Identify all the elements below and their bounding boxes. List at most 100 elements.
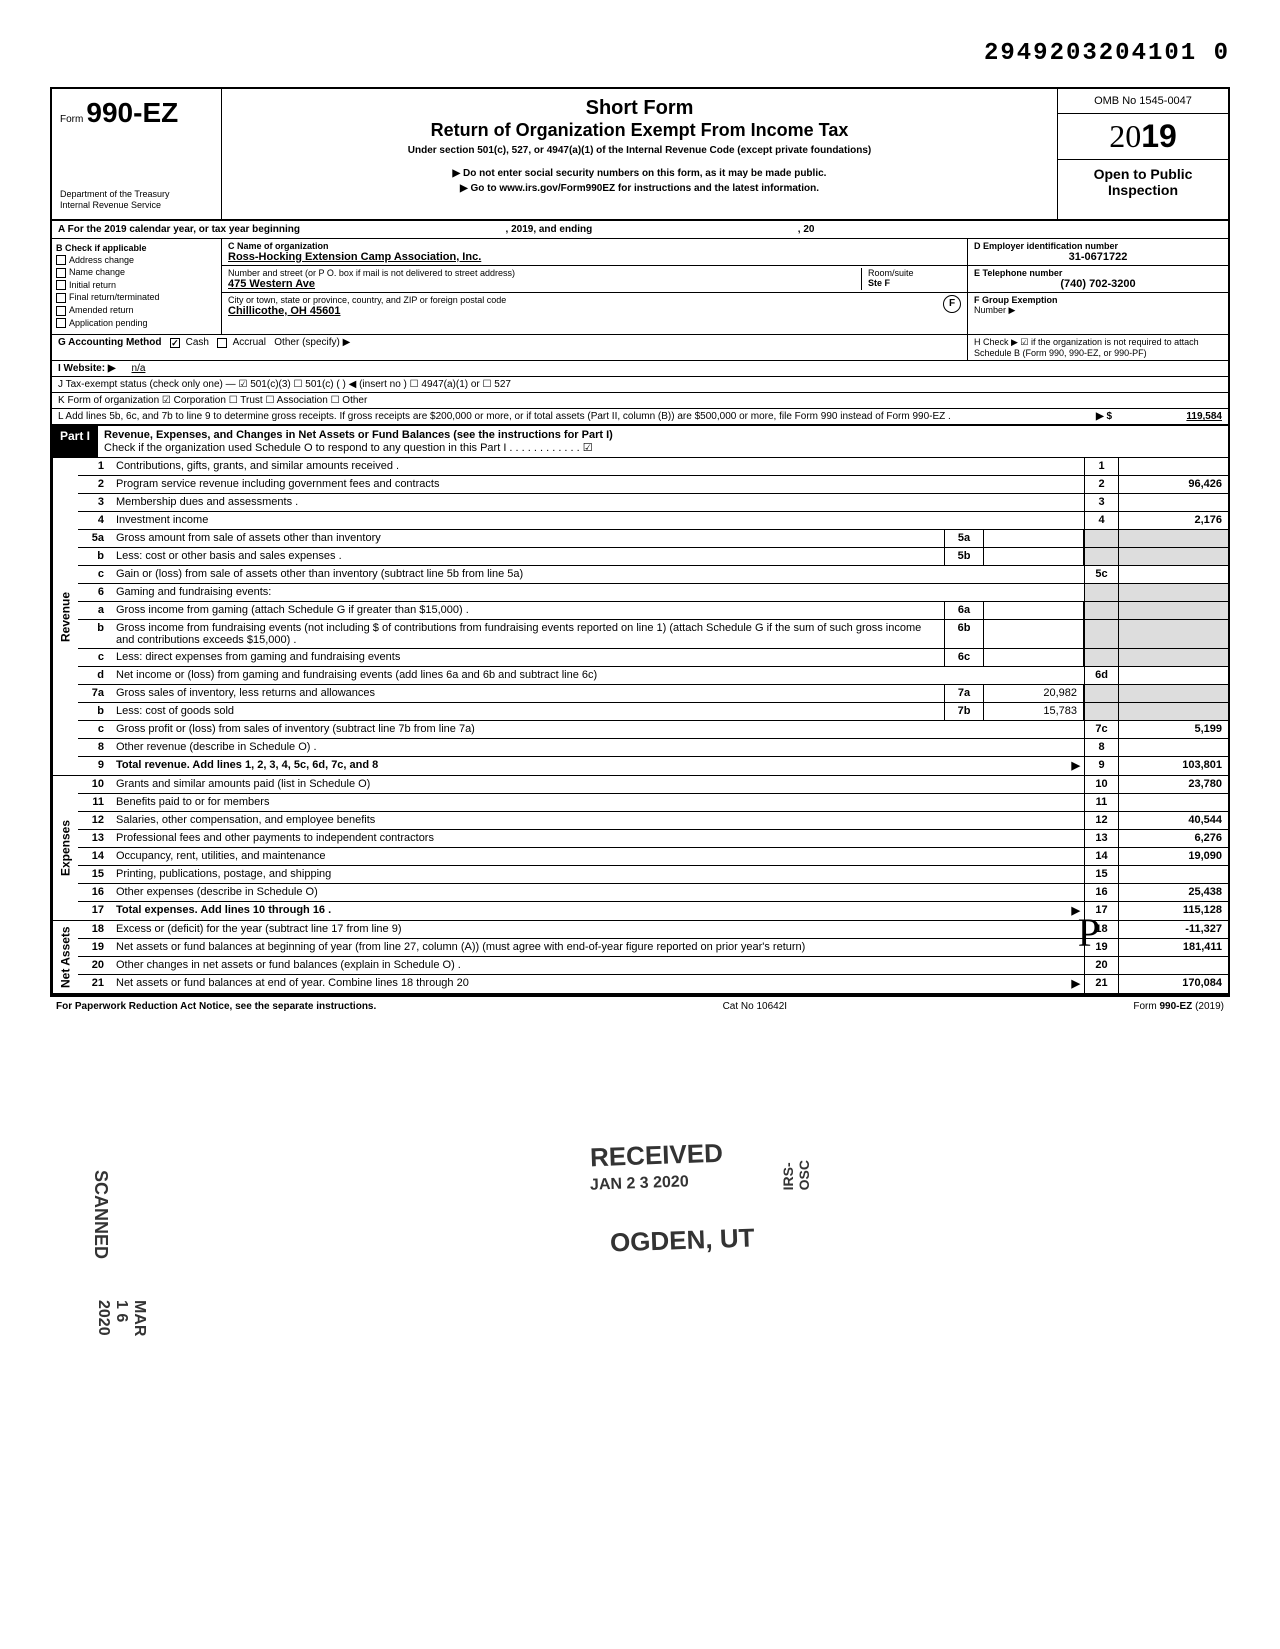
- website-value: n/a: [122, 363, 156, 374]
- note-ssn: ▶ Do not enter social security numbers o…: [230, 168, 1049, 179]
- line-i: I Website: ▶ n/a: [50, 361, 1230, 377]
- line-2-val: 96,426: [1118, 476, 1228, 493]
- line-21-text: Net assets or fund balances at end of ye…: [112, 975, 1084, 993]
- line-20-text: Other changes in net assets or fund bala…: [112, 957, 1084, 974]
- netassets-label: Net Assets: [52, 921, 78, 993]
- line-18-text: Excess or (deficit) for the year (subtra…: [112, 921, 1084, 938]
- line-5c-val: [1118, 566, 1228, 583]
- line-6d-text: Net income or (loss) from gaming and fun…: [112, 667, 1084, 684]
- revenue-label: Revenue: [52, 458, 78, 775]
- ein: 31-0671722: [974, 251, 1222, 263]
- note-url: ▶ Go to www.irs.gov/Form990EZ for instru…: [230, 183, 1049, 194]
- section-a-row: A For the 2019 calendar year, or tax yea…: [50, 221, 1230, 239]
- line-3-text: Membership dues and assessments .: [112, 494, 1084, 511]
- line-12-text: Salaries, other compensation, and employ…: [112, 812, 1084, 829]
- line-8-val: [1118, 739, 1228, 756]
- line-15-val: [1118, 866, 1228, 883]
- check-list: Address change Name change Initial retur…: [56, 255, 217, 329]
- section-d: D Employer identification number 31-0671…: [968, 239, 1228, 335]
- form-id-box: Form 990-EZ Department of the Treasury I…: [52, 89, 222, 219]
- part1-header-row: Part I Revenue, Expenses, and Changes in…: [50, 426, 1230, 458]
- section-c: C Name of organization Ross-Hocking Exte…: [222, 239, 968, 335]
- line-13-text: Professional fees and other payments to …: [112, 830, 1084, 847]
- line-11-text: Benefits paid to or for members: [112, 794, 1084, 811]
- street-address: 475 Western Ave: [228, 278, 861, 290]
- line-17-val: 115,128: [1118, 902, 1228, 920]
- line-k: K Form of organization ☑ Corporation ☐ T…: [50, 393, 1230, 409]
- footer-right: Form 990-EZ (2019): [1133, 1001, 1224, 1012]
- check-pending[interactable]: Application pending: [56, 318, 217, 329]
- line-h: H Check ▶ ☑ if the organization is not r…: [968, 335, 1228, 360]
- line-7c-text: Gross profit or (loss) from sales of inv…: [112, 721, 1084, 738]
- line-5c-text: Gain or (loss) from sale of assets other…: [112, 566, 1084, 583]
- line-16-val: 25,438: [1118, 884, 1228, 901]
- line-11-val: [1118, 794, 1228, 811]
- line-6d-val: [1118, 667, 1228, 684]
- line-10-val: 23,780: [1118, 776, 1228, 793]
- section-a: A For the 2019 calendar year, or tax yea…: [52, 221, 1228, 238]
- document-number: 2949203204101 0: [50, 40, 1230, 67]
- line-7b-text: Less: cost of goods sold: [112, 703, 944, 720]
- check-accrual[interactable]: [217, 338, 227, 348]
- revenue-section: Revenue 1Contributions, gifts, grants, a…: [50, 458, 1230, 775]
- line-9-val: 103,801: [1118, 757, 1228, 775]
- stamp-date: JAN 2 3 2020: [590, 1173, 689, 1194]
- stamp-received: RECEIVED: [589, 1138, 723, 1174]
- line-6c-text: Less: direct expenses from gaming and fu…: [112, 649, 944, 666]
- open-public: Open to Public Inspection: [1058, 159, 1228, 204]
- line-1-val: [1118, 458, 1228, 475]
- omb-number: OMB No 1545-0047: [1058, 89, 1228, 114]
- tax-year: 20201919: [1058, 114, 1228, 159]
- dept-irs: Internal Revenue Service: [60, 200, 213, 211]
- city-field: City or town, state or province, country…: [222, 293, 967, 319]
- line-l: L Add lines 5b, 6c, and 7b to line 9 to …: [50, 409, 1230, 426]
- line-6-text: Gaming and fundraising events:: [112, 584, 1084, 601]
- signature: P: [1078, 909, 1100, 956]
- line-14-text: Occupancy, rent, utilities, and maintena…: [112, 848, 1084, 865]
- footer-cat: Cat No 10642I: [723, 1001, 788, 1012]
- check-final[interactable]: Final return/terminated: [56, 292, 217, 303]
- check-amended[interactable]: Amended return: [56, 305, 217, 316]
- line-13-val: 6,276: [1118, 830, 1228, 847]
- line-4-text: Investment income: [112, 512, 1084, 529]
- line-6a-text: Gross income from gaming (attach Schedul…: [112, 602, 944, 619]
- line-14-val: 19,090: [1118, 848, 1228, 865]
- tel-field: E Telephone number (740) 702-3200: [968, 266, 1228, 293]
- check-name[interactable]: Name change: [56, 267, 217, 278]
- gross-receipts: 119,584: [1112, 411, 1222, 422]
- form-number: 990-EZ: [86, 97, 178, 128]
- line-8-text: Other revenue (describe in Schedule O) .: [112, 739, 1084, 756]
- line-9-text: Total revenue. Add lines 1, 2, 3, 4, 5c,…: [112, 757, 1084, 775]
- form-prefix: Form: [60, 114, 83, 125]
- line-10-text: Grants and similar amounts paid (list in…: [112, 776, 1084, 793]
- right-box: OMB No 1545-0047 20201919 Open to Public…: [1058, 89, 1228, 219]
- line-7b-val: 15,783: [984, 703, 1084, 720]
- line-15-text: Printing, publications, postage, and shi…: [112, 866, 1084, 883]
- form-header: Form 990-EZ Department of the Treasury I…: [50, 87, 1230, 221]
- line-7c-val: 5,199: [1118, 721, 1228, 738]
- suite: Ste F: [868, 278, 961, 288]
- part1-title: Revenue, Expenses, and Changes in Net As…: [98, 426, 1228, 457]
- check-address[interactable]: Address change: [56, 255, 217, 266]
- line-18-val: -11,327: [1118, 921, 1228, 938]
- line-2-text: Program service revenue including govern…: [112, 476, 1084, 493]
- line-5a-text: Gross amount from sale of assets other t…: [112, 530, 944, 547]
- check-cash[interactable]: ✓: [170, 338, 180, 348]
- line-16-text: Other expenses (describe in Schedule O): [112, 884, 1084, 901]
- stamp-side-date: MAR 1 6 2020: [94, 1300, 148, 1336]
- stamp-irs: IRS-OSC: [780, 1160, 812, 1190]
- line-3-val: [1118, 494, 1228, 511]
- line-5b-text: Less: cost or other basis and sales expe…: [112, 548, 944, 565]
- dept-treasury: Department of the Treasury: [60, 189, 213, 200]
- check-initial[interactable]: Initial return: [56, 280, 217, 291]
- title-box: Short Form Return of Organization Exempt…: [222, 89, 1058, 219]
- line-12-val: 40,544: [1118, 812, 1228, 829]
- stamp-ogden: OGDEN, UT: [610, 1222, 755, 1258]
- line-6b-text: Gross income from fundraising events (no…: [112, 620, 944, 648]
- title-short-form: Short Form: [230, 97, 1049, 120]
- expenses-label: Expenses: [52, 776, 78, 920]
- netassets-section: Net Assets 18Excess or (deficit) for the…: [50, 920, 1230, 995]
- line-4-val: 2,176: [1118, 512, 1228, 529]
- expenses-section: Expenses 10Grants and similar amounts pa…: [50, 775, 1230, 920]
- part1-label: Part I: [52, 426, 98, 457]
